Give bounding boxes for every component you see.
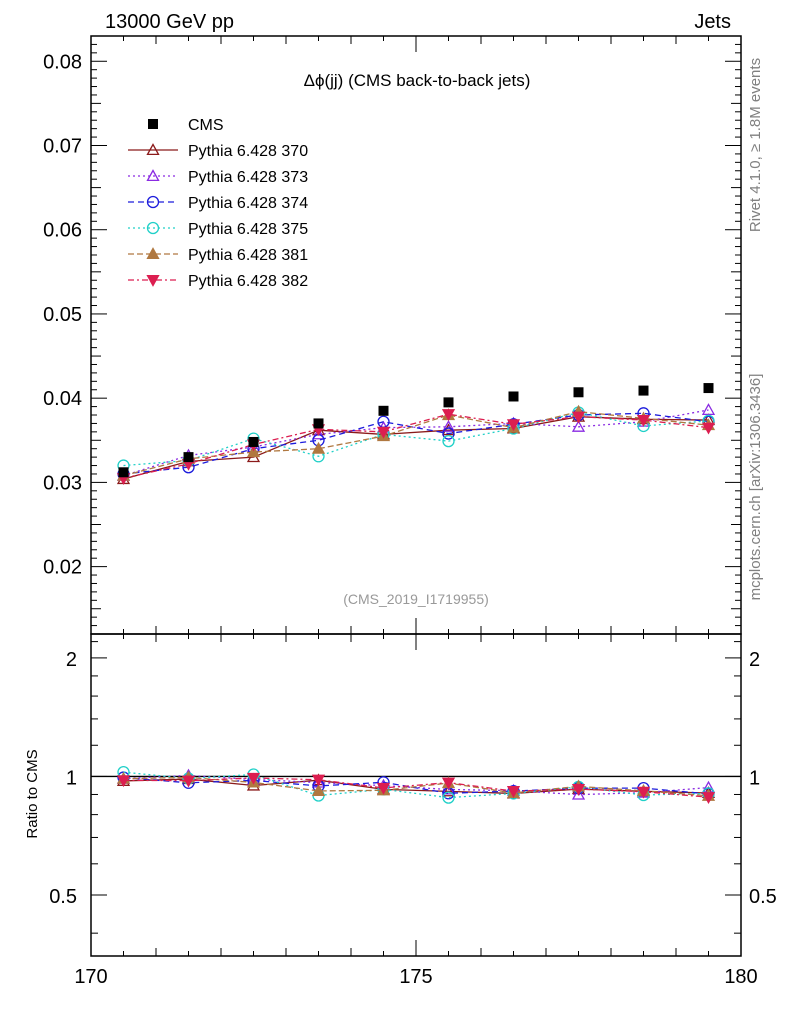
- ratio-marker: [311, 784, 326, 796]
- series-marker: [311, 427, 326, 440]
- series-marker: [442, 434, 455, 448]
- cms-data-points: [118, 383, 714, 478]
- ratio-line: [123, 778, 709, 795]
- y-tick-label: 0.02: [43, 557, 82, 579]
- ratio-marker: [636, 786, 651, 799]
- series-marker: [441, 423, 456, 436]
- mc-series: [116, 403, 716, 486]
- legend-label: Pythia 6.428 370: [188, 143, 308, 160]
- ratio-marker: [701, 792, 716, 805]
- legend-label: Pythia 6.428 375: [188, 221, 308, 238]
- data-point: [508, 391, 519, 402]
- legend-label: Pythia 6.428 374: [188, 195, 308, 212]
- data-point: [248, 436, 259, 447]
- series-line: [123, 412, 709, 475]
- ratio-line: [123, 776, 709, 797]
- legend-marker: [146, 274, 160, 287]
- legend-marker: [146, 247, 160, 260]
- ratio-marker: [441, 784, 456, 797]
- y-tick-label: 0.06: [43, 220, 82, 242]
- series-marker: [311, 441, 326, 454]
- ratio-marker: [246, 772, 261, 785]
- axis-tick-labels: 170 175 180 0.02 0.03 0.04 0.05 0.06 0.07 0.08 0.5…: [43, 51, 777, 988]
- ratio-line: [123, 771, 709, 799]
- legend-label: Pythia 6.428 373: [188, 169, 308, 186]
- x-tick-label: 175: [399, 966, 432, 988]
- series-line: [123, 416, 709, 480]
- ratio-marker: [442, 791, 455, 804]
- ratio-line: [123, 774, 709, 796]
- y-tick-label: 0.03: [43, 472, 82, 494]
- mcplots-label: mcplots.cern.ch [arXiv:1306.3436]: [747, 374, 764, 601]
- legend-marker: [146, 195, 160, 209]
- series-marker: [441, 419, 456, 432]
- ratio-marker: [181, 775, 196, 788]
- series-marker: [441, 409, 456, 422]
- data-point: [443, 397, 454, 408]
- data-point: [183, 452, 194, 463]
- series-marker: [506, 419, 521, 432]
- y-tick-label: 0.07: [43, 135, 82, 157]
- data-point: [573, 387, 584, 398]
- series-line: [123, 411, 709, 467]
- ratio-marker: [311, 774, 326, 787]
- series-marker: [701, 422, 716, 435]
- legend-marker: [146, 221, 160, 235]
- analysis-label: (CMS_2019_I1719955): [343, 591, 489, 607]
- series-marker: [442, 427, 455, 440]
- series-marker: [571, 411, 586, 424]
- axis-ticks: [90, 36, 742, 956]
- data-point: [378, 405, 389, 416]
- x-tick-label: 170: [74, 966, 107, 988]
- series-marker: [376, 426, 391, 439]
- ratio-y-tick-label: 1: [66, 767, 77, 789]
- ratio-marker: [116, 775, 131, 788]
- collision-label: 13000 GeV pp: [105, 11, 234, 33]
- legend-label: CMS: [188, 117, 224, 134]
- series-marker: [701, 403, 716, 416]
- ratio-marker: [506, 786, 521, 798]
- ratio-line: [123, 776, 709, 795]
- ratio-marker: [441, 777, 456, 790]
- ratio-y-tick-label: 2: [66, 649, 77, 671]
- ratio-y-tick-label-right: 1: [749, 767, 760, 789]
- data-point: [638, 385, 649, 396]
- ratio-marker: [571, 784, 586, 796]
- legend-label: Pythia 6.428 382: [188, 273, 308, 290]
- legend-label: Pythia 6.428 381: [188, 247, 308, 264]
- data-point: [313, 418, 324, 429]
- series-marker: [246, 445, 261, 458]
- rivet-version-label: Rivet 4.1.0, ≥ 1.8M events: [747, 58, 764, 232]
- y-tick-label: 0.05: [43, 304, 82, 326]
- legend-marker: [146, 143, 160, 156]
- y-tick-label: 0.04: [43, 388, 82, 410]
- y-tick-label: 0.08: [43, 51, 82, 73]
- ratio-marker: [376, 782, 391, 795]
- legend: CMS Pythia 6.428 370 Pythia 6.428 373 Pythi…: [128, 117, 308, 290]
- series-marker: [636, 415, 651, 427]
- data-point: [703, 383, 714, 394]
- series-line: [123, 409, 709, 477]
- process-label: Jets: [694, 11, 731, 33]
- ratio-y-tick-label-right: 2: [749, 649, 760, 671]
- plot-title: Δϕ(jj) (CMS back-to-back jets): [304, 71, 531, 90]
- ratio-series: [116, 765, 716, 805]
- ratio-y-tick-label: 0.5: [49, 886, 77, 908]
- ratio-axis-label: Ratio to CMS: [24, 749, 41, 838]
- x-tick-label: 180: [724, 966, 757, 988]
- ratio-y-tick-label-right: 0.5: [749, 886, 777, 908]
- ratio-marker: [571, 787, 586, 800]
- series-line: [123, 410, 709, 477]
- legend-marker: [146, 169, 160, 182]
- data-point: [118, 467, 129, 478]
- series-marker: [571, 419, 586, 432]
- series-line: [123, 413, 709, 479]
- legend-marker: [148, 119, 158, 129]
